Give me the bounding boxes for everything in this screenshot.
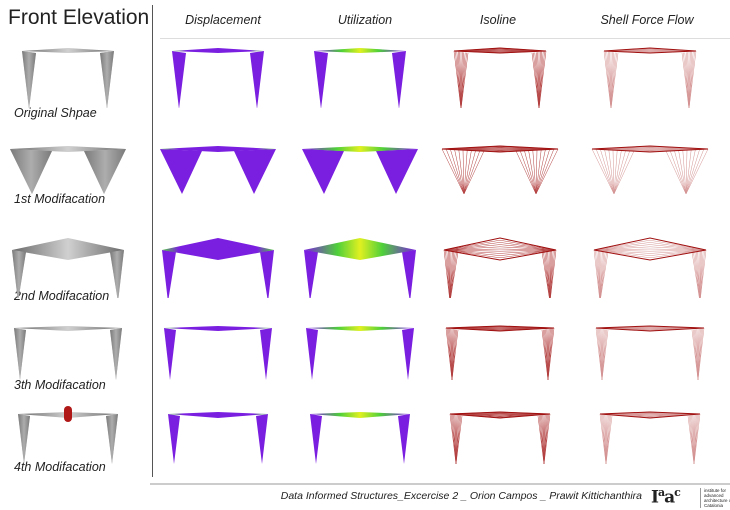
column-header-isoline: Isoline: [479, 13, 517, 27]
utilization-model-2: [298, 140, 422, 206]
front-model-4: [6, 320, 130, 386]
vertical-divider: [152, 5, 153, 477]
shell-model-3: [588, 232, 712, 303]
column-header-displacement: Displacement: [185, 13, 261, 27]
shell-model-4: [588, 320, 712, 386]
row-label: 3th Modifacation: [14, 378, 106, 392]
front-model-5: [6, 406, 130, 472]
highlight-marker: [64, 406, 72, 422]
row-label: 4th Modifacation: [14, 460, 106, 474]
shell-model-5: [588, 406, 712, 472]
footer-credits: Data Informed Structures_Excercise 2 _ O…: [280, 490, 642, 502]
shell-model-2: [588, 140, 712, 206]
front-model-3: [6, 232, 130, 302]
iaac-logo: Iaac: [651, 486, 681, 508]
shell-model-1: [588, 42, 712, 110]
front-model-1: [6, 42, 130, 109]
row-label: 2nd Modifacation: [14, 289, 110, 303]
isoline-model-5: [438, 406, 562, 472]
displacement-model-5: [156, 406, 280, 472]
front-model-2: [6, 140, 130, 206]
footer-divider: [150, 483, 730, 485]
row-label: Original Shpae: [14, 106, 97, 120]
utilization-model-1: [298, 42, 422, 109]
utilization-model-4: [298, 320, 422, 386]
displacement-model-1: [156, 42, 280, 109]
utilization-model-3: [298, 232, 422, 302]
utilization-model-5: [298, 406, 422, 472]
isoline-model-4: [438, 320, 562, 386]
column-header-shell-force-flow: Shell Force Flow: [600, 13, 694, 27]
isoline-model-2: [438, 140, 562, 206]
column-header-utilization: Utilization: [337, 13, 393, 27]
iaac-logo-subtitle: institute for advanced architecture of C…: [700, 488, 730, 508]
header-divider: [160, 38, 730, 39]
isoline-model-3: [438, 232, 562, 303]
displacement-model-4: [156, 320, 280, 386]
displacement-model-3: [156, 232, 280, 302]
row-label: 1st Modifacation: [14, 192, 106, 206]
displacement-model-2: [156, 140, 280, 206]
isoline-model-1: [438, 42, 562, 110]
page-title: Front Elevation: [8, 6, 150, 29]
